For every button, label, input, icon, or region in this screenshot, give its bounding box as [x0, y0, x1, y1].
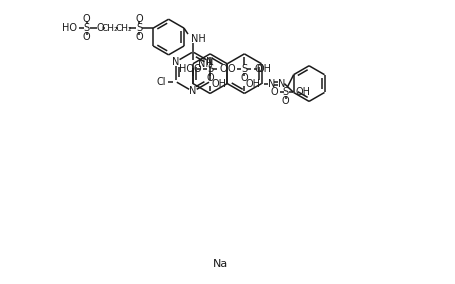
Text: S: S	[84, 23, 90, 33]
Text: S: S	[241, 64, 247, 74]
Text: OH: OH	[256, 64, 271, 74]
Text: O: O	[83, 14, 91, 24]
Text: S: S	[207, 64, 212, 74]
Text: O: O	[269, 87, 277, 97]
Text: S: S	[136, 23, 142, 33]
Text: OH: OH	[211, 79, 226, 89]
Text: S: S	[282, 87, 288, 97]
Text: O: O	[96, 23, 104, 33]
Text: Cl: Cl	[156, 77, 166, 87]
Text: O: O	[228, 64, 235, 74]
Text: NH: NH	[197, 59, 212, 69]
Text: O: O	[281, 96, 289, 106]
Text: O: O	[254, 64, 261, 74]
Text: O: O	[219, 64, 227, 74]
Text: HO: HO	[179, 64, 194, 74]
Text: O: O	[83, 32, 91, 42]
Text: OH: OH	[295, 87, 310, 97]
Text: NH: NH	[191, 34, 205, 44]
Text: O: O	[193, 64, 201, 74]
Text: Na: Na	[212, 259, 227, 269]
Text: N: N	[189, 87, 196, 97]
Text: N: N	[206, 57, 213, 67]
Text: CH₂: CH₂	[101, 24, 118, 33]
Text: N: N	[277, 79, 284, 89]
Text: OH: OH	[245, 79, 260, 89]
Text: HO: HO	[62, 23, 77, 33]
Text: O: O	[206, 73, 213, 83]
Text: N: N	[172, 57, 179, 67]
Text: O: O	[135, 14, 143, 24]
Text: O: O	[135, 32, 143, 42]
Text: N: N	[267, 79, 274, 89]
Text: CH₂: CH₂	[115, 24, 131, 33]
Text: O: O	[240, 73, 248, 83]
